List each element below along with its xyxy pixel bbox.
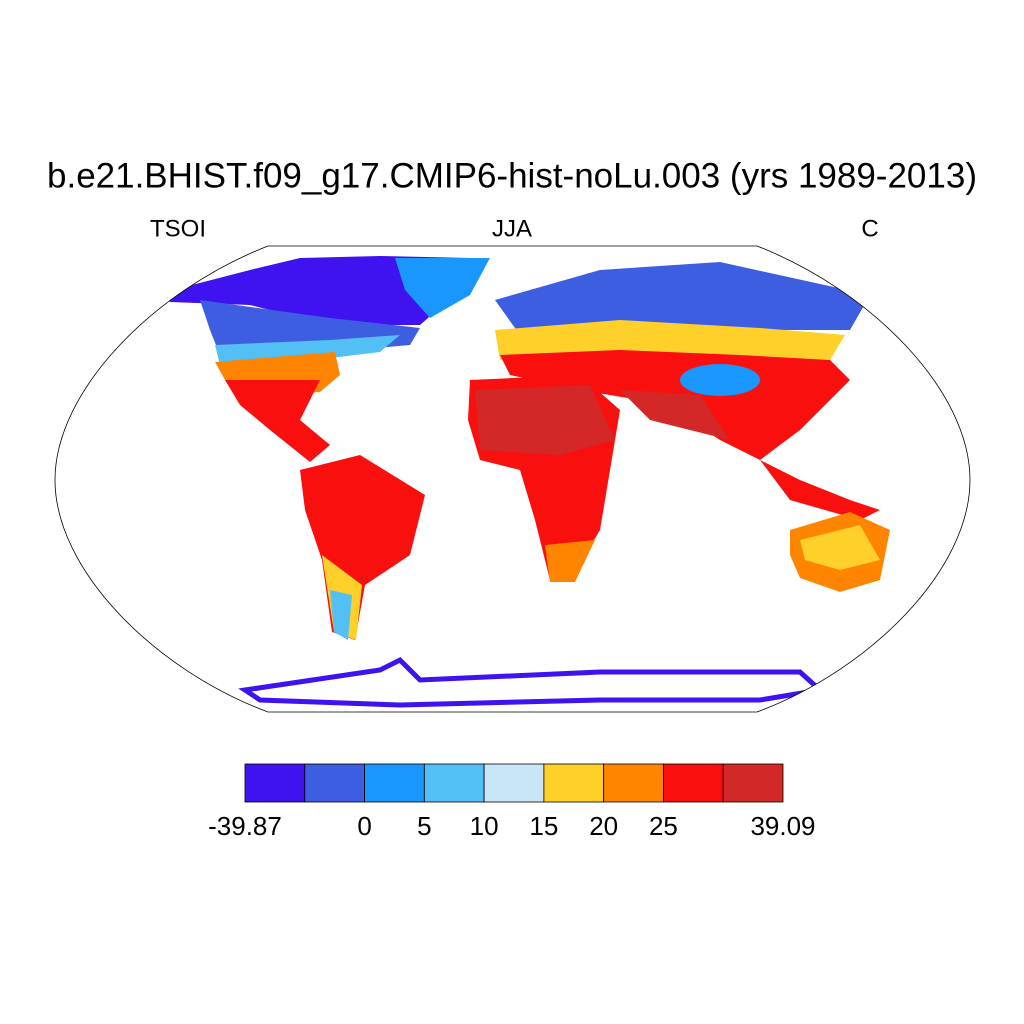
colorbar-label: 25 (649, 811, 678, 841)
title: b.e21.BHIST.f09_g17.CMIP6-hist-noLu.003 … (47, 156, 977, 195)
colorbar-label: 5 (417, 811, 431, 841)
colorbar-box (722, 763, 784, 803)
colorbar-box (603, 763, 664, 803)
colorbar-box (483, 763, 545, 803)
colorbar-box (244, 763, 306, 803)
colorbar-box (423, 763, 485, 803)
colorbar-label: 39.09 (750, 811, 815, 841)
colorbar-label: 10 (470, 811, 499, 841)
colorbar-label: 15 (529, 811, 558, 841)
colorbar-box (543, 763, 605, 803)
colorbar-label: 0 (357, 811, 371, 841)
variable-label: TSOI (150, 215, 206, 242)
colorbar-box (364, 763, 425, 803)
season-label: JJA (492, 215, 532, 242)
map-border (54, 245, 971, 713)
colorbar-box (304, 763, 365, 803)
map (54, 245, 971, 713)
colorbar: -39.87 0 5 10 15 20 25 39.09 (208, 763, 816, 841)
colorbar-label: 20 (589, 811, 618, 841)
colorbar-label: -39.87 (208, 811, 282, 841)
land (165, 256, 890, 708)
colorbar-box (663, 763, 724, 803)
units-label: C (861, 215, 878, 242)
